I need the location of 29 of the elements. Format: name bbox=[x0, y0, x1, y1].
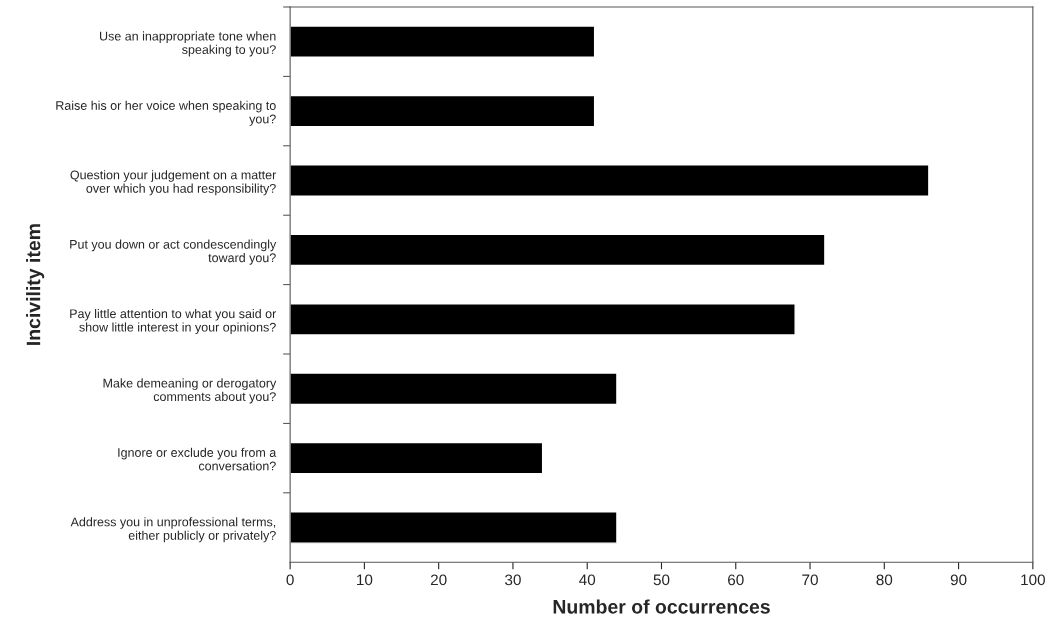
y-tick-label: Address you in unprofessional terms, either publicly or privately? bbox=[70, 517, 276, 543]
bar bbox=[290, 233, 826, 267]
y-axis-title: Incivility item bbox=[26, 224, 45, 345]
x-tick-label: 60 bbox=[728, 574, 744, 586]
x-tick-label: 20 bbox=[430, 574, 447, 586]
x-tick-label: 10 bbox=[357, 574, 373, 586]
y-tick-label: Pay little attention to what you said or show little interest in your opinions? bbox=[70, 308, 277, 335]
x-tick-label: 30 bbox=[505, 574, 521, 586]
bar bbox=[290, 511, 618, 544]
bar bbox=[290, 441, 544, 475]
x-tick-label: 100 bbox=[1021, 574, 1045, 586]
x-axis-title: Number of occurrences bbox=[553, 599, 770, 614]
y-tick-label: Make demeaning or derogatory comments about you? bbox=[103, 378, 277, 404]
y-tick-label: Ignore or exclude you from a conversation? bbox=[118, 447, 277, 471]
bar bbox=[290, 372, 618, 406]
bar bbox=[290, 164, 930, 197]
bar bbox=[290, 303, 796, 336]
y-tick-label: Use an inappropriate tone when speaking to you? bbox=[100, 31, 276, 57]
bar bbox=[290, 94, 596, 128]
x-tick-label: 40 bbox=[579, 574, 596, 586]
y-tick-label: Raise his or her voice when speaking to you? bbox=[56, 100, 276, 126]
bar bbox=[290, 25, 596, 59]
y-tick-label: Put you down or act condescendingly toward you? bbox=[70, 239, 277, 265]
x-tick-label: 50 bbox=[653, 574, 670, 586]
x-tick-label: 0 bbox=[286, 574, 294, 586]
x-tick-label: 70 bbox=[802, 574, 818, 586]
y-tick-label: Question your judgement on a matter over which you had responsibility? bbox=[70, 170, 277, 196]
x-tick-label: 90 bbox=[950, 574, 967, 586]
x-tick-label: 80 bbox=[876, 574, 893, 586]
